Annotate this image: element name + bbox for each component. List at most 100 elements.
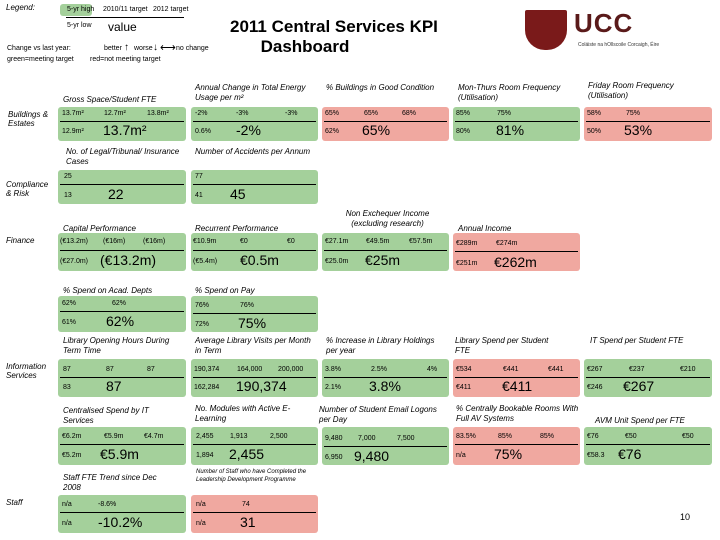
kpi-acad-value: 62% [106,313,135,329]
page-title-line2: Dashboard [260,37,350,56]
ucc-logo: UCC [574,8,634,38]
kpi-staffte-divider [60,512,184,513]
legend-red-meaning: red=not meeting target [90,56,161,63]
kpi-income-tile [453,233,580,271]
legend-target-2012: 2012 target [153,6,189,13]
kpi-libhours-low: 83 [63,384,71,391]
arrow-both-icon: ⟷ [160,42,176,54]
kpi-avm-high: €76 [587,433,599,440]
kpi-modules-tile [191,427,318,465]
kpi-libvisits-value: 190,374 [236,378,287,394]
kpi-capital-divider [60,250,184,251]
kpi-capital-t2: (€16m) [143,238,166,245]
kpi-income-divider [455,251,578,252]
kpi-nonexch-low: €25.0m [325,258,349,265]
kpi-itspend-high: €267 [587,366,603,373]
kpi-pay-low: 72% [195,321,210,328]
kpi-modules-t1: 1,913 [230,433,248,440]
kpi-capital-value: (€13.2m) [100,252,157,268]
kpi-nonexch-divider [324,250,447,251]
legend-title: Legend: [6,3,35,12]
kpi-leadership-high: n/a [196,501,206,508]
kpi-gfa-divider [60,121,184,122]
kpi-nonexch-value: €25m [365,252,401,268]
kpi-itspend-t1: €237 [629,366,645,373]
kpi-pay-divider [193,313,316,314]
kpi-staffte-high: n/a [62,501,72,508]
kpi-friday-value: 53% [624,122,653,138]
kpi-leadership-low: n/a [196,520,206,527]
kpi-energy-value: -2% [236,122,261,138]
kpi-centralised-t2: €4.7m [144,433,164,440]
kpi-energy-tile [191,107,318,141]
kpi-leadership-tile [191,495,318,533]
kpi-accidents-value: 45 [230,186,246,202]
kpi-modules-value: 2,455 [229,446,265,462]
kpi-logons-low: 6,950 [325,454,343,461]
kpi-logons-divider [324,446,447,447]
kpi-accidents-tile [191,170,318,204]
kpi-libhours-t1: 87 [106,366,114,373]
kpi-avm-value: €76 [618,446,642,462]
kpi-leadership-t1: 74 [242,501,250,508]
kpi-pay-value: 75% [238,315,267,331]
ucc-crest-icon [525,10,567,50]
page-title-line1: 2011 Central Services KPI [230,17,438,36]
kpi-libspend-low: €411 [456,384,472,391]
kpi-capital-high: (€13.2m) [60,238,89,245]
kpi-recurrent-low: (€5.4m) [193,258,218,265]
kpi-avm-tile [584,427,712,465]
kpi-libhold-t1: 2.5% [371,366,387,373]
kpi-bookable-low: n/a [456,452,466,459]
kpi-libvisits-high: 190,374 [194,366,220,373]
kpi-logons-value: 9,480 [354,448,390,464]
kpi-acad-tile [58,296,186,332]
kpi-libhours-title: Library Opening Hours During Term Time [63,336,170,355]
kpi-staffte-value: -10.2% [98,514,143,530]
kpi-libvisits-tile [191,359,318,397]
legend-divider [66,17,184,18]
kpi-recurrent-value: €0.5m [240,252,279,268]
kpi-libvisits-divider [193,377,316,378]
page-number: 10 [680,512,691,522]
kpi-libspend-high: €534 [456,366,472,373]
kpi-avm-title: AVM Unit Spend per FTE [595,416,685,425]
kpi-energy-title: Annual Change in Total Energy Usage per … [195,83,306,102]
kpi-centralised-tile [58,427,186,465]
kpi-friday-low: 50% [587,128,602,135]
kpi-monthurs-low: 80% [456,128,471,135]
kpi-libspend-t2: €441 [548,366,564,373]
kpi-bookable-title: % Centrally Bookable Rooms With Full AV … [456,404,579,423]
kpi-gfa-t2: 13.8m² [147,110,169,117]
kpi-itspend-divider [586,377,710,378]
kpi-legal-high: 25 [64,173,72,180]
kpi-bookable-divider [455,444,578,445]
kpi-logons-t2: 7,500 [397,435,415,442]
kpi-energy-t1: -3% [236,110,249,117]
kpi-acad-t1: 62% [112,300,127,307]
legend-worse: worse [134,45,153,52]
kpi-centralised-value: €5.9m [100,446,139,462]
kpi-leadership-divider [193,512,316,513]
kpi-bldg-tile [322,107,449,141]
kpi-libspend-value: €411 [502,378,533,394]
kpi-logons-high: 9,480 [325,435,343,442]
kpi-acad-low: 61% [62,319,77,326]
kpi-bookable-t1: 85% [498,433,513,440]
kpi-monthurs-title: Mon-Thurs Room Frequency (Utilisation) [458,83,561,102]
kpi-leadership-value: 31 [240,514,256,530]
kpi-libvisits-low: 162,284 [194,384,220,391]
kpi-acad-divider [60,311,184,312]
category-it: Information Services [6,362,47,380]
category-staff: Staff [6,498,23,507]
legend-5yr-low: 5-yr low [67,22,92,29]
legend-better: better [104,45,122,52]
kpi-acad-title: % Spend on Acad. Depts [63,286,153,295]
kpi-gfa-tile [58,107,186,141]
kpi-capital-t1: (€16m) [103,238,126,245]
kpi-itspend-low: €246 [587,384,603,391]
kpi-modules-title: No. Modules with Active E-Learning [195,404,291,423]
kpi-legal-divider [60,184,184,185]
kpi-income-high: €289m [456,240,478,247]
legend-no-change: no change [176,45,209,52]
